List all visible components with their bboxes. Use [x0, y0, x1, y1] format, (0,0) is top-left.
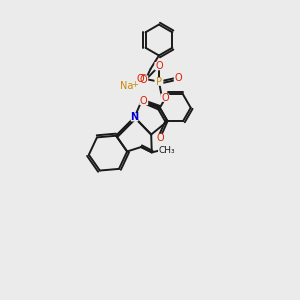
FancyBboxPatch shape — [154, 77, 164, 86]
FancyBboxPatch shape — [158, 146, 175, 154]
FancyBboxPatch shape — [160, 94, 169, 102]
FancyBboxPatch shape — [131, 113, 138, 122]
FancyBboxPatch shape — [139, 75, 148, 84]
FancyBboxPatch shape — [174, 74, 183, 82]
Text: O: O — [137, 74, 144, 84]
FancyBboxPatch shape — [136, 74, 145, 83]
Text: −: − — [139, 70, 145, 80]
Text: O: O — [174, 73, 182, 83]
Text: Na: Na — [120, 81, 134, 91]
FancyBboxPatch shape — [121, 82, 134, 90]
Text: O: O — [156, 133, 164, 143]
Text: N: N — [130, 112, 139, 122]
Text: O: O — [161, 93, 169, 103]
Text: CH₃: CH₃ — [158, 146, 175, 154]
Text: P: P — [156, 76, 162, 87]
FancyBboxPatch shape — [139, 97, 148, 105]
FancyBboxPatch shape — [154, 62, 164, 70]
Text: O: O — [140, 96, 148, 106]
Text: O: O — [140, 75, 148, 85]
Text: +: + — [131, 80, 138, 88]
Text: O: O — [155, 61, 163, 71]
FancyBboxPatch shape — [156, 134, 165, 142]
